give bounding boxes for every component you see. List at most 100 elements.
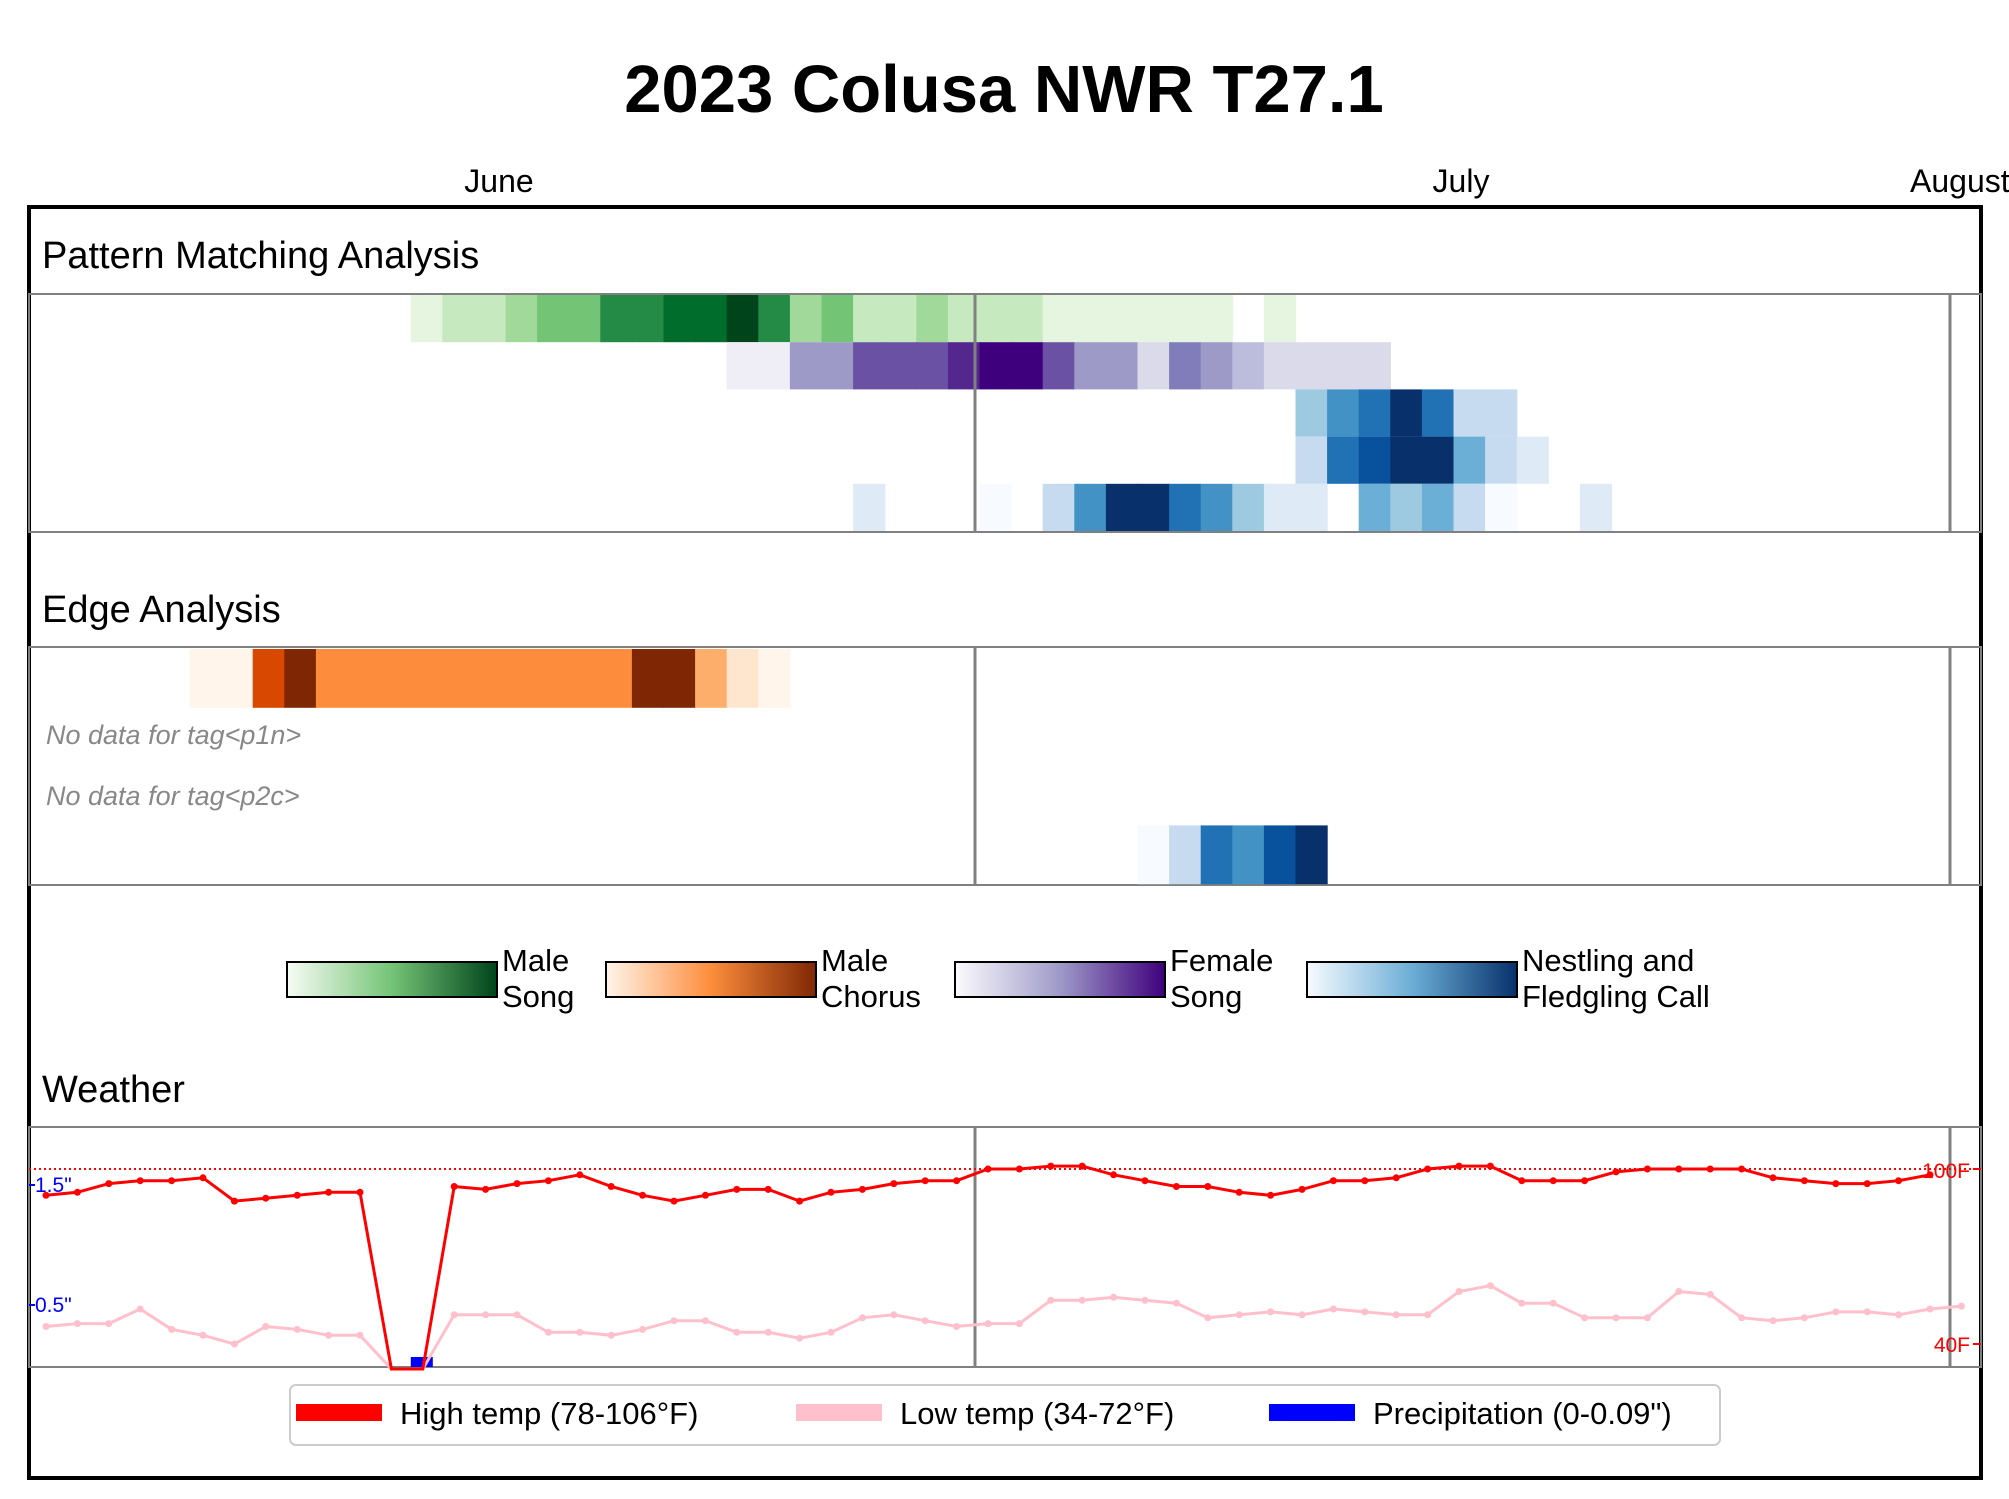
high-temp-point — [1800, 1177, 1808, 1185]
legend-male-song-label-2: Song — [502, 979, 574, 1014]
edge-heatmap — [189, 649, 1328, 885]
low-temp-point — [1235, 1311, 1243, 1319]
low-temp-point — [953, 1323, 961, 1330]
pattern-heatmap-cell — [1042, 483, 1075, 531]
low-temp-series — [42, 1282, 1965, 1371]
edge-heatmap-cell — [379, 649, 412, 708]
pattern-heatmap-cell — [1390, 483, 1423, 531]
high-temp-point — [482, 1185, 490, 1193]
right-tick-100f: 100F — [1922, 1160, 1970, 1183]
pattern-heatmap-cell — [789, 342, 823, 390]
pattern-heatmap-cell — [1074, 483, 1107, 531]
high-temp-point — [764, 1185, 772, 1193]
low-temp-point — [230, 1340, 238, 1348]
pattern-heatmap-cell — [1200, 483, 1233, 531]
pattern-heatmap-cell — [695, 295, 728, 343]
low-temp-point — [1549, 1299, 1557, 1307]
high-temp-point — [1581, 1177, 1589, 1185]
edge-heatmap-cell — [600, 649, 633, 708]
high-temp-point — [1424, 1165, 1432, 1173]
pattern-heatmap-cell — [1485, 389, 1518, 437]
high-temp-point — [293, 1191, 301, 1199]
edge-heatmap-cell — [1200, 825, 1233, 885]
legend-nestling-label-1: Nestling and — [1522, 943, 1694, 978]
high-temp-point — [1612, 1168, 1620, 1176]
low-temp-point — [1110, 1293, 1118, 1301]
pattern-heatmap-cell — [1358, 342, 1391, 390]
edge-heatmap-cell — [758, 649, 791, 708]
low-temp-point — [1392, 1311, 1400, 1319]
low-temp-point — [1329, 1305, 1337, 1313]
low-temp-point — [796, 1334, 804, 1342]
high-temp-point — [1172, 1183, 1180, 1190]
low-temp-point — [1581, 1314, 1589, 1322]
pattern-heatmap-cell — [537, 295, 570, 343]
pattern-heatmap-cell — [1263, 295, 1297, 343]
low-temp-point — [1675, 1288, 1683, 1295]
low-temp-point — [1486, 1282, 1494, 1290]
low-temp-point — [1957, 1302, 1965, 1310]
high-temp-point — [1047, 1162, 1055, 1170]
outer-frame — [27, 205, 1983, 1480]
high-temp-point — [1392, 1174, 1400, 1182]
pattern-heatmap-cell — [1200, 342, 1233, 390]
low-temp-point — [1769, 1317, 1777, 1325]
pattern-heatmap-cell — [663, 295, 696, 343]
high-temp-point — [858, 1185, 866, 1193]
pattern-heatmap-cell — [1137, 295, 1170, 343]
low-temp-point — [356, 1331, 364, 1339]
low-temp-point — [1612, 1314, 1620, 1322]
edge-heatmap-cell — [1295, 825, 1328, 885]
edge-heatmap-cell — [221, 649, 254, 708]
low-temp-point — [858, 1314, 866, 1322]
legend-male-chorus-label-1: Male — [821, 943, 888, 978]
high-temp-point — [136, 1177, 144, 1185]
no-data-p1n: No data for tag<p1n> — [46, 720, 301, 750]
pattern-heatmap-cell — [821, 295, 854, 343]
pattern-heatmap-cell — [1105, 483, 1139, 531]
low-temp-point — [1172, 1299, 1180, 1307]
low-temp-point — [827, 1328, 835, 1336]
low-temp-point — [1361, 1308, 1369, 1316]
edge-heatmap-cell — [473, 649, 507, 708]
low-temp-point — [733, 1328, 741, 1336]
pattern-panel — [28, 293, 1982, 533]
chart-title: 2023 Colusa NWR T27.1 — [624, 52, 1384, 127]
pattern-heatmap-cell — [1579, 483, 1613, 531]
low-temp-point — [325, 1331, 333, 1339]
pattern-heatmap-cell — [1074, 295, 1107, 343]
pattern-heatmap-cell — [1105, 342, 1139, 390]
legend-low-temp-swatch — [796, 1404, 882, 1421]
pattern-heatmap-cell — [1421, 389, 1455, 437]
high-temp-point — [450, 1183, 458, 1190]
low-temp-point — [1455, 1288, 1463, 1295]
pattern-heatmap-cell — [600, 295, 633, 343]
high-temp-point — [827, 1188, 835, 1196]
high-temp-point — [1926, 1171, 1934, 1179]
pattern-heatmap-cell — [979, 342, 1012, 390]
low-temp-point — [701, 1317, 709, 1325]
edge-heatmap-cell — [631, 649, 665, 708]
pattern-heatmap-cell — [1011, 342, 1044, 390]
edge-heatmap-cell — [189, 649, 222, 708]
low-temp-point — [513, 1311, 521, 1319]
pattern-heatmap-cell — [1390, 389, 1423, 437]
low-temp-point — [764, 1328, 772, 1336]
low-temp-line — [45, 1284, 1962, 1371]
pattern-heatmap-cell — [726, 342, 759, 390]
high-temp-point — [639, 1191, 647, 1199]
pattern-heatmap-cell — [1358, 436, 1391, 484]
edge-heatmap-cell — [505, 649, 538, 708]
pattern-heatmap-cell — [1105, 295, 1139, 343]
pattern-heatmap-cell — [726, 295, 759, 343]
high-temp-point — [984, 1165, 992, 1173]
high-temp-point — [262, 1194, 270, 1202]
high-temp-point — [230, 1197, 238, 1205]
pattern-heatmap-cell — [1485, 436, 1518, 484]
pattern-heatmap-cell — [1011, 295, 1044, 343]
low-temp-point — [1800, 1314, 1808, 1322]
low-temp-point — [42, 1323, 50, 1330]
pattern-heatmap-cell — [821, 342, 854, 390]
low-temp-point — [1643, 1314, 1651, 1322]
low-temp-point — [1015, 1320, 1023, 1328]
